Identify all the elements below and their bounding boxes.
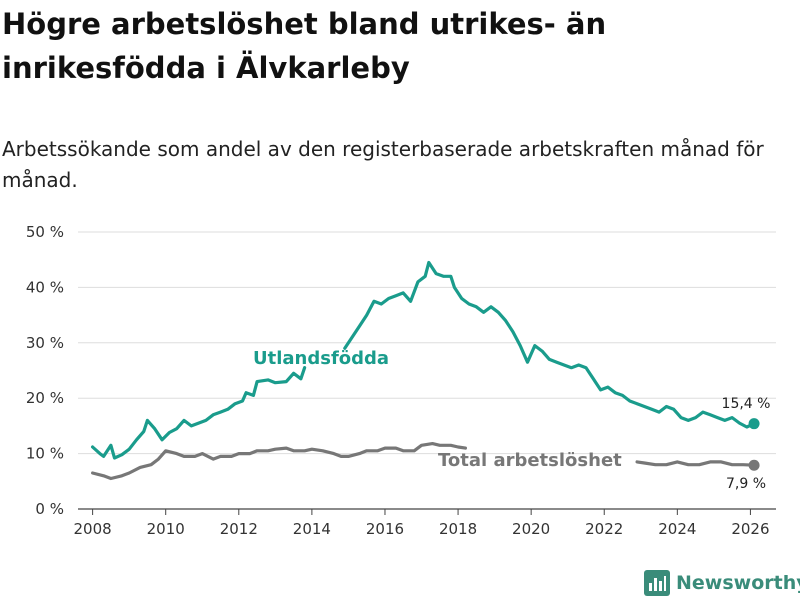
x-tick-label: 2018 bbox=[439, 520, 477, 538]
chart-subtitle: Arbetssökande som andel av den registerb… bbox=[2, 137, 764, 192]
y-tick-label: 30 % bbox=[26, 334, 64, 352]
series-line-utlandsfodda bbox=[91, 260, 756, 460]
x-tick-label: 2024 bbox=[658, 520, 696, 538]
x-tick-label: 2016 bbox=[366, 520, 404, 538]
grid-layer bbox=[78, 231, 776, 510]
y-tick-label: 40 % bbox=[26, 278, 64, 296]
end-value-label: 7,9 % bbox=[726, 476, 766, 492]
brand: Newsworthy bbox=[644, 568, 800, 598]
y-axis-ticks: 0 % 10 % 20 % 30 % 40 % 50 % bbox=[26, 223, 64, 518]
series-end-point bbox=[748, 418, 760, 430]
x-tick-label: 2022 bbox=[585, 520, 623, 538]
end-value-label: 15,4 % bbox=[722, 396, 771, 412]
x-tick-label: 2008 bbox=[74, 520, 112, 538]
series-layer bbox=[91, 260, 760, 481]
series-line-total bbox=[91, 442, 756, 481]
x-tick-label: 2012 bbox=[220, 520, 258, 538]
series-end-point bbox=[748, 459, 760, 471]
label-layer: Utlandsfödda Total arbetslöshet 15,4 % 7,9 … bbox=[253, 348, 770, 492]
y-tick-label: 50 % bbox=[26, 223, 64, 241]
y-tick-label: 0 % bbox=[35, 500, 64, 518]
x-tick-label: 2020 bbox=[512, 520, 550, 538]
x-axis-ticks: 2008 2010 2012 2014 2016 2018 2020 2022 2024 2026 bbox=[74, 509, 770, 538]
y-tick-label: 20 % bbox=[26, 389, 64, 407]
x-tick-label: 2026 bbox=[731, 520, 769, 538]
x-tick-label: 2010 bbox=[147, 520, 185, 538]
y-tick-label: 10 % bbox=[26, 445, 64, 463]
series-label-total: Total arbetslöshet bbox=[438, 450, 622, 471]
x-tick-label: 2014 bbox=[293, 520, 331, 538]
bar-chart-logo-icon bbox=[644, 570, 670, 596]
page-title: Högre arbetslöshet bland utrikes- än inr… bbox=[2, 7, 607, 85]
brand-name: Newsworthy bbox=[676, 572, 800, 594]
series-label-utlandsfodda: Utlandsfödda bbox=[253, 348, 389, 369]
